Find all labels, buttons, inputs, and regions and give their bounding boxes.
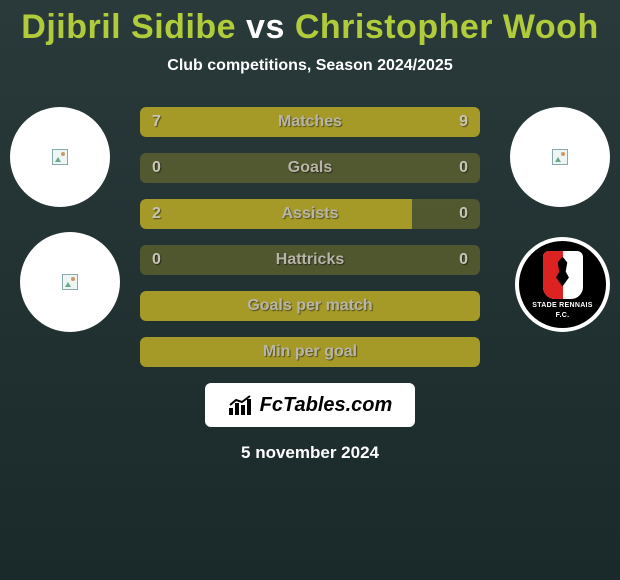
stat-bar-left-fill [140, 107, 289, 137]
stat-label: Matches [278, 113, 342, 131]
player1-club-avatar [20, 232, 120, 332]
image-placeholder-icon [62, 274, 78, 290]
stat-value-right: 0 [459, 159, 468, 177]
page-title: Djibril Sidibe vs Christopher Wooh [0, 0, 620, 47]
stat-value-right: 0 [459, 251, 468, 269]
player1-avatar [10, 107, 110, 207]
title-player2: Christopher Wooh [295, 8, 599, 46]
image-placeholder-icon [52, 149, 68, 165]
club-badge-text-top: STADE RENNAIS [532, 302, 593, 309]
stat-row: 0 0 Hattricks [140, 245, 480, 275]
stat-value-left: 0 [152, 251, 161, 269]
title-player1: Djibril Sidibe [21, 8, 236, 46]
club-badge-text-bot: F.C. [556, 312, 570, 319]
comparison-panel: STADE RENNAIS F.C. 7 9 Matches 0 0 Goals 2 0 Ass… [0, 107, 620, 367]
stat-label: Hattricks [276, 251, 344, 269]
stat-row: Goals per match [140, 291, 480, 321]
player2-avatar [510, 107, 610, 207]
stat-value-right: 9 [459, 113, 468, 131]
stat-value-left: 0 [152, 159, 161, 177]
stat-bar-left-fill [140, 199, 412, 229]
stat-label: Assists [282, 205, 339, 223]
image-placeholder-icon [552, 149, 568, 165]
stat-value-right: 0 [459, 205, 468, 223]
footer-brand-text: FcTables.com [260, 394, 393, 417]
footer-logo: FcTables.com [205, 383, 415, 427]
stat-value-left: 2 [152, 205, 161, 223]
stat-row: 0 0 Goals [140, 153, 480, 183]
club-badge: STADE RENNAIS F.C. [515, 237, 610, 332]
stat-label: Goals per match [247, 297, 372, 315]
player2-club-badge: STADE RENNAIS F.C. [515, 237, 610, 332]
stat-row: Min per goal [140, 337, 480, 367]
fctables-chart-icon [228, 394, 254, 416]
stat-label: Goals [288, 159, 332, 177]
title-vs: vs [246, 8, 285, 46]
date-text: 5 november 2024 [0, 443, 620, 463]
club-badge-shield [543, 251, 583, 299]
stat-value-left: 7 [152, 113, 161, 131]
stat-bars: 7 9 Matches 0 0 Goals 2 0 Assists 0 0 Hattricks Goal… [140, 107, 480, 367]
subtitle: Club competitions, Season 2024/2025 [0, 57, 620, 75]
stat-row: 2 0 Assists [140, 199, 480, 229]
stat-row: 7 9 Matches [140, 107, 480, 137]
stat-label: Min per goal [263, 343, 357, 361]
